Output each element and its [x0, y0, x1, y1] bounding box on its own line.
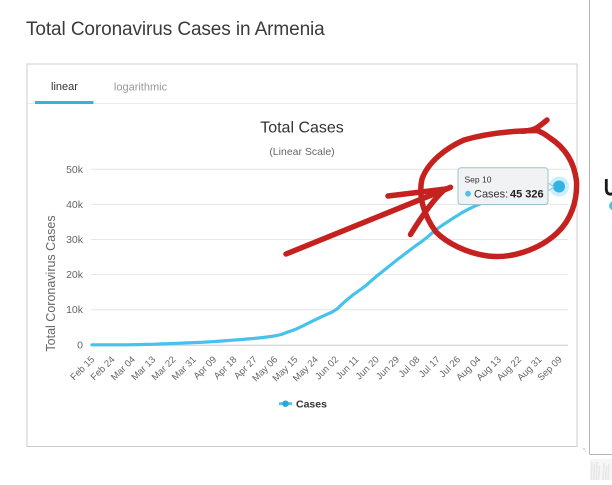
svg-text:Total Cases: Total Cases: [260, 120, 344, 137]
svg-text:Total Coronavirus Cases: Total Coronavirus Cases: [44, 215, 58, 351]
svg-text:(Linear Scale): (Linear Scale): [269, 146, 334, 158]
svg-text:20k: 20k: [66, 269, 84, 281]
svg-text:45 326: 45 326: [510, 189, 544, 201]
svg-text:linear: linear: [51, 81, 78, 93]
svg-text:50k: 50k: [66, 164, 84, 176]
svg-text:40k: 40k: [66, 199, 84, 211]
svg-text:0: 0: [77, 340, 83, 352]
svg-text:Total Coronavirus Cases in Arm: Total Coronavirus Cases in Armenia: [26, 19, 325, 40]
svg-text:Cases: Cases: [296, 399, 327, 411]
svg-text:logarithmic: logarithmic: [114, 82, 168, 94]
svg-text:30k: 30k: [66, 234, 84, 246]
svg-text:Cases:: Cases:: [474, 189, 508, 201]
svg-text:10k: 10k: [66, 304, 84, 316]
svg-text:Sep 10: Sep 10: [465, 175, 492, 185]
